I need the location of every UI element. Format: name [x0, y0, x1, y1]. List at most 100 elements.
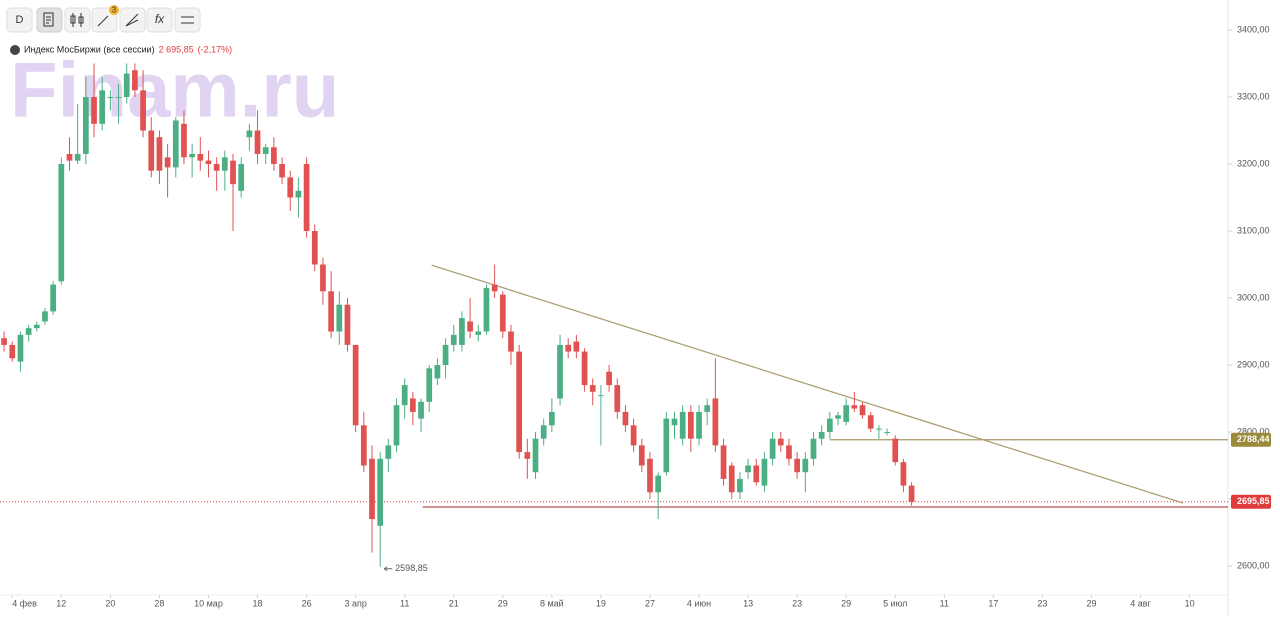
- candle-body: [303, 164, 310, 232]
- candle-body: [148, 130, 155, 171]
- x-tick-label: 4 фев: [12, 598, 37, 608]
- instrument-icon: [10, 45, 20, 55]
- formula-button[interactable]: [146, 7, 173, 33]
- chart-type-button[interactable]: [64, 7, 91, 33]
- x-tick-label: 11: [400, 598, 409, 608]
- x-tick-label: 4 июн: [687, 598, 711, 608]
- icon: [97, 15, 109, 27]
- candle-body: [377, 458, 384, 526]
- icon: [43, 12, 54, 27]
- candle-body: [524, 452, 531, 459]
- candle-body: [221, 157, 228, 171]
- candle-body: [516, 351, 523, 453]
- x-tick-label: 18: [253, 598, 263, 608]
- candle-body: [132, 70, 138, 91]
- candle-body: [99, 90, 106, 124]
- candle-body: [238, 164, 245, 191]
- x-tick-label: 19: [596, 598, 606, 608]
- badge: [109, 5, 119, 15]
- x-tick-label: 26: [302, 598, 312, 608]
- candle-body: [82, 97, 89, 154]
- candle-body: [197, 153, 204, 161]
- candle-body: [876, 428, 882, 430]
- candle-body: [483, 287, 490, 332]
- candle-body: [737, 478, 743, 493]
- candle-body: [638, 445, 645, 466]
- x-tick-label: 21: [449, 598, 459, 608]
- candle-body: [344, 304, 351, 345]
- formula-icon: fx: [155, 12, 165, 26]
- candle-body: [328, 291, 334, 332]
- watermark: Finam.ru: [10, 46, 339, 134]
- y-tick-label: 3200,00: [1237, 158, 1270, 168]
- price-label-box: [1231, 432, 1271, 447]
- candle-body: [262, 147, 269, 154]
- candle-body: [655, 475, 662, 493]
- candle-body: [172, 120, 179, 168]
- candle-body: [140, 90, 146, 131]
- y-tick-label: 2900,00: [1237, 359, 1270, 369]
- candle-body: [614, 385, 621, 412]
- candle-body: [499, 294, 506, 332]
- candle-body: [123, 73, 130, 98]
- candle-body: [1, 338, 7, 345]
- candle-body: [33, 324, 40, 329]
- candle-body: [606, 371, 612, 386]
- candle-body: [843, 405, 850, 422]
- candle-body: [826, 418, 833, 432]
- x-tick-label: 27: [645, 598, 655, 608]
- toolbar: D 3 fx: [6, 5, 201, 33]
- candle-body: [712, 398, 719, 446]
- candle-body: [205, 160, 212, 165]
- candle-body: [671, 418, 678, 426]
- x-tick-label: 5 июл: [883, 598, 907, 608]
- candle-body: [687, 411, 694, 439]
- x-tick-label: 4 авг: [1130, 598, 1151, 608]
- settings-button[interactable]: [174, 7, 201, 33]
- x-tick-label: 11: [940, 598, 949, 608]
- candle-body: [410, 398, 416, 412]
- candle-body: [884, 431, 890, 433]
- candle-body: [17, 334, 24, 362]
- candle-body: [279, 164, 285, 178]
- x-tick-label: 10: [1185, 598, 1195, 608]
- candle-body: [663, 418, 670, 473]
- x-tick-label: 29: [841, 598, 851, 608]
- candle-body: [696, 411, 702, 439]
- candle-body: [647, 458, 653, 493]
- candle-body: [573, 341, 580, 352]
- candle-body: [320, 264, 326, 292]
- price-change: (-2,17%): [198, 44, 233, 54]
- y-tick-label: 2600,00: [1237, 560, 1270, 570]
- x-tick-label: 28: [154, 598, 164, 608]
- candle-body: [230, 160, 236, 185]
- candle-body: [810, 438, 817, 459]
- candle-body: [385, 445, 392, 459]
- candle-body: [908, 485, 915, 502]
- candle-body: [254, 130, 261, 154]
- min-label: 2598,85: [395, 563, 428, 573]
- candle-body: [475, 331, 482, 335]
- instrument-name: Индекс МосБиржи (все сессии): [24, 44, 155, 54]
- candle-body: [851, 405, 858, 409]
- candle-body: [794, 458, 800, 473]
- candle-body: [598, 395, 604, 397]
- candle-body: [467, 321, 473, 332]
- candle-body: [189, 153, 195, 158]
- candle-body: [271, 147, 277, 165]
- interval-button[interactable]: [6, 7, 33, 33]
- candle-body: [900, 462, 907, 486]
- candle-body: [867, 415, 874, 429]
- candle-body: [549, 411, 555, 426]
- candle-body: [181, 123, 187, 158]
- candle-body: [42, 311, 48, 322]
- candle-body: [352, 344, 359, 426]
- candle-body: [426, 368, 433, 402]
- candle-body: [156, 137, 163, 171]
- price-label: 2695,85: [1237, 496, 1270, 506]
- candle-body: [393, 405, 400, 446]
- candle-body: [704, 405, 711, 412]
- x-tick-label: 23: [792, 598, 802, 608]
